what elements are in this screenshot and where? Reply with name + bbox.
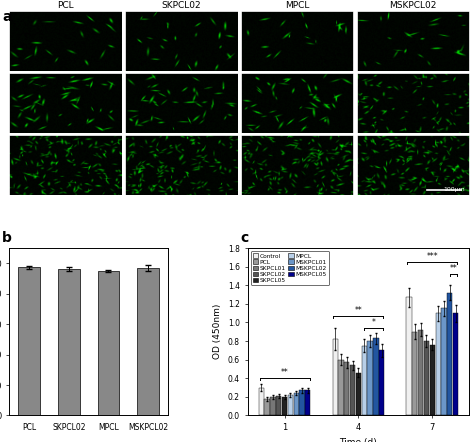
- Bar: [362, 346, 367, 415]
- Bar: [418, 330, 423, 415]
- Title: PCL: PCL: [57, 1, 74, 10]
- Text: 100μm: 100μm: [443, 187, 465, 192]
- Bar: [137, 268, 159, 415]
- Bar: [293, 393, 299, 415]
- Bar: [18, 267, 40, 415]
- Bar: [430, 345, 435, 415]
- Bar: [98, 271, 119, 415]
- Title: MPCL: MPCL: [285, 1, 310, 10]
- Bar: [412, 332, 418, 415]
- Bar: [350, 365, 355, 415]
- Legend: Control, PCL, SKPCL01, SKPCL02, SKPCL05, MPCL, MSKPCL01, MSKPCL02, MSKPCL05: Control, PCL, SKPCL01, SKPCL02, SKPCL05,…: [251, 251, 329, 286]
- Bar: [300, 390, 305, 415]
- Text: **: **: [450, 264, 457, 273]
- Text: *: *: [372, 318, 376, 327]
- Text: ***: ***: [427, 252, 438, 261]
- Bar: [338, 360, 344, 415]
- Text: c: c: [241, 231, 249, 245]
- Bar: [436, 313, 441, 415]
- Bar: [453, 313, 458, 415]
- Bar: [58, 269, 80, 415]
- Bar: [305, 390, 310, 415]
- Title: MSKPCL02: MSKPCL02: [389, 1, 437, 10]
- X-axis label: Time (d): Time (d): [339, 438, 377, 442]
- Bar: [276, 396, 282, 415]
- Bar: [264, 399, 270, 415]
- Bar: [259, 388, 264, 415]
- Text: **: **: [281, 368, 288, 377]
- Bar: [333, 339, 338, 415]
- Text: b: b: [2, 231, 12, 245]
- Title: SKPCL02: SKPCL02: [162, 1, 201, 10]
- Bar: [374, 338, 379, 415]
- Bar: [441, 309, 447, 415]
- Bar: [288, 395, 293, 415]
- Bar: [379, 351, 384, 415]
- Bar: [406, 297, 411, 415]
- Bar: [447, 293, 452, 415]
- Bar: [344, 362, 349, 415]
- Bar: [367, 341, 373, 415]
- Bar: [282, 397, 287, 415]
- Y-axis label: OD (450nm): OD (450nm): [213, 304, 222, 359]
- Bar: [424, 341, 429, 415]
- Bar: [356, 373, 361, 415]
- Bar: [270, 397, 275, 415]
- Text: **: **: [355, 306, 362, 315]
- Text: a: a: [2, 10, 12, 24]
